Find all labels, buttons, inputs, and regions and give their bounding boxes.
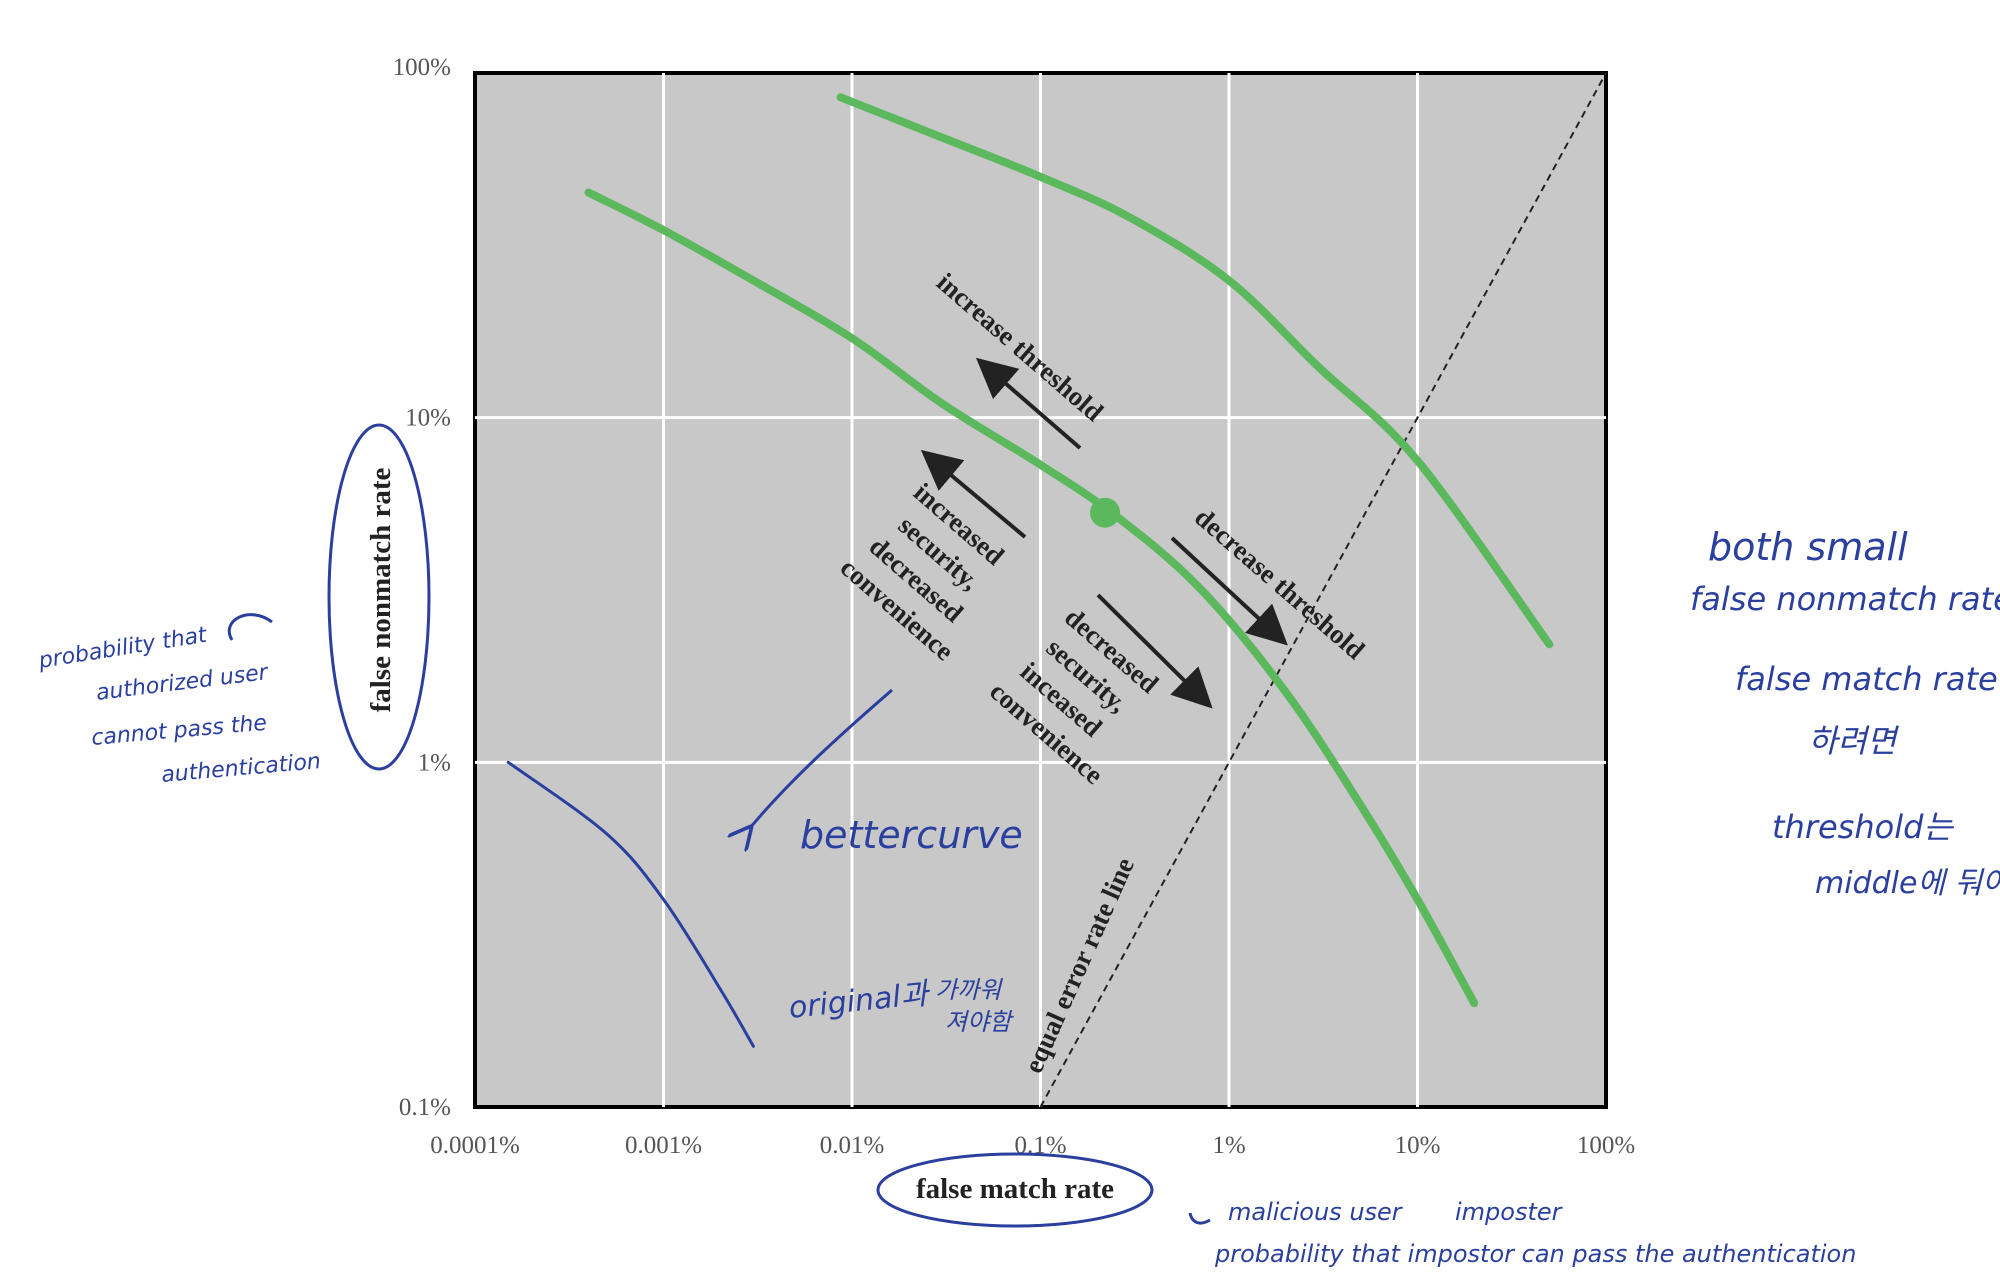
tick-labels: 0.0001% 0.001% 0.01% 0.1% 1% 10% 100%0.1%1%10%… <box>393 54 1635 1159</box>
x-tick-label: 1% <box>1212 1132 1245 1159</box>
svg-text:가까워: 가까워 <box>935 976 1003 1004</box>
decreased-security-arrow <box>1096 593 1213 709</box>
svg-text:져야함: 져야함 <box>945 1008 1014 1036</box>
x-axis-title: false match rate <box>916 1173 1114 1205</box>
increase-threshold-arrow <box>975 357 1082 450</box>
fnmr-note: probability that authorized user cannot … <box>36 622 322 787</box>
y-axis-title: false nonmatch rate <box>365 467 397 712</box>
svg-text:middle에 둬야: middle에 둬야 <box>1815 866 2000 901</box>
svg-text:malicious user: malicious user <box>1228 1198 1404 1226</box>
svg-text:false nonmatch rate: false nonmatch rate <box>1690 580 2000 618</box>
svg-text:cannot pass the: cannot pass the <box>90 711 268 751</box>
y-tick-label: 0.1% <box>399 1094 451 1121</box>
x-tick-label: 10% <box>1395 1132 1441 1159</box>
svg-text:probability that: probability that <box>36 622 210 674</box>
better-curve-note: bettercurve <box>800 813 1023 857</box>
svg-text:imposter: imposter <box>1455 1198 1564 1226</box>
y-tick-label: 100% <box>393 54 451 81</box>
y-tick-label: 10% <box>405 405 451 432</box>
svg-text:false match rate: false match rate <box>1735 660 1998 698</box>
series-line-lower <box>584 188 1479 1008</box>
fmr-note: malicious user imposter probability that… <box>1188 1198 1856 1268</box>
xlabel-ink-circle <box>876 1152 1154 1228</box>
right-note: both small false nonmatch rate false mat… <box>1690 525 2000 901</box>
svg-text:both small: both small <box>1708 525 1908 569</box>
x-tick-label: 0.0001% <box>430 1132 520 1159</box>
decrease-threshold-arrow <box>1170 536 1288 646</box>
svg-text:probability that impostor can: probability that impostor can pass the a… <box>1214 1240 1856 1268</box>
x-tick-label: 100% <box>1577 1132 1635 1159</box>
ylabel-ink-circle <box>327 423 431 771</box>
equal-error-rate-line <box>1039 72 1607 1108</box>
better-curve-arrow <box>750 688 893 828</box>
svg-text:authentication: authentication <box>160 749 322 788</box>
series-line-upper <box>836 93 1554 649</box>
fnmr-note-hook <box>227 613 273 641</box>
y-tick-label: 1% <box>418 749 451 776</box>
increased-security-arrow <box>920 449 1027 539</box>
x-tick-label: 0.01% <box>820 1132 885 1159</box>
hand-drawn-curve <box>506 760 755 1048</box>
svg-text:authorized user: authorized user <box>95 660 271 706</box>
x-tick-label: 0.001% <box>625 1132 702 1159</box>
svg-text:하려면: 하려면 <box>1808 722 1900 760</box>
operating-point-marker <box>1090 497 1121 528</box>
svg-text:threshold는: threshold는 <box>1772 808 1954 846</box>
